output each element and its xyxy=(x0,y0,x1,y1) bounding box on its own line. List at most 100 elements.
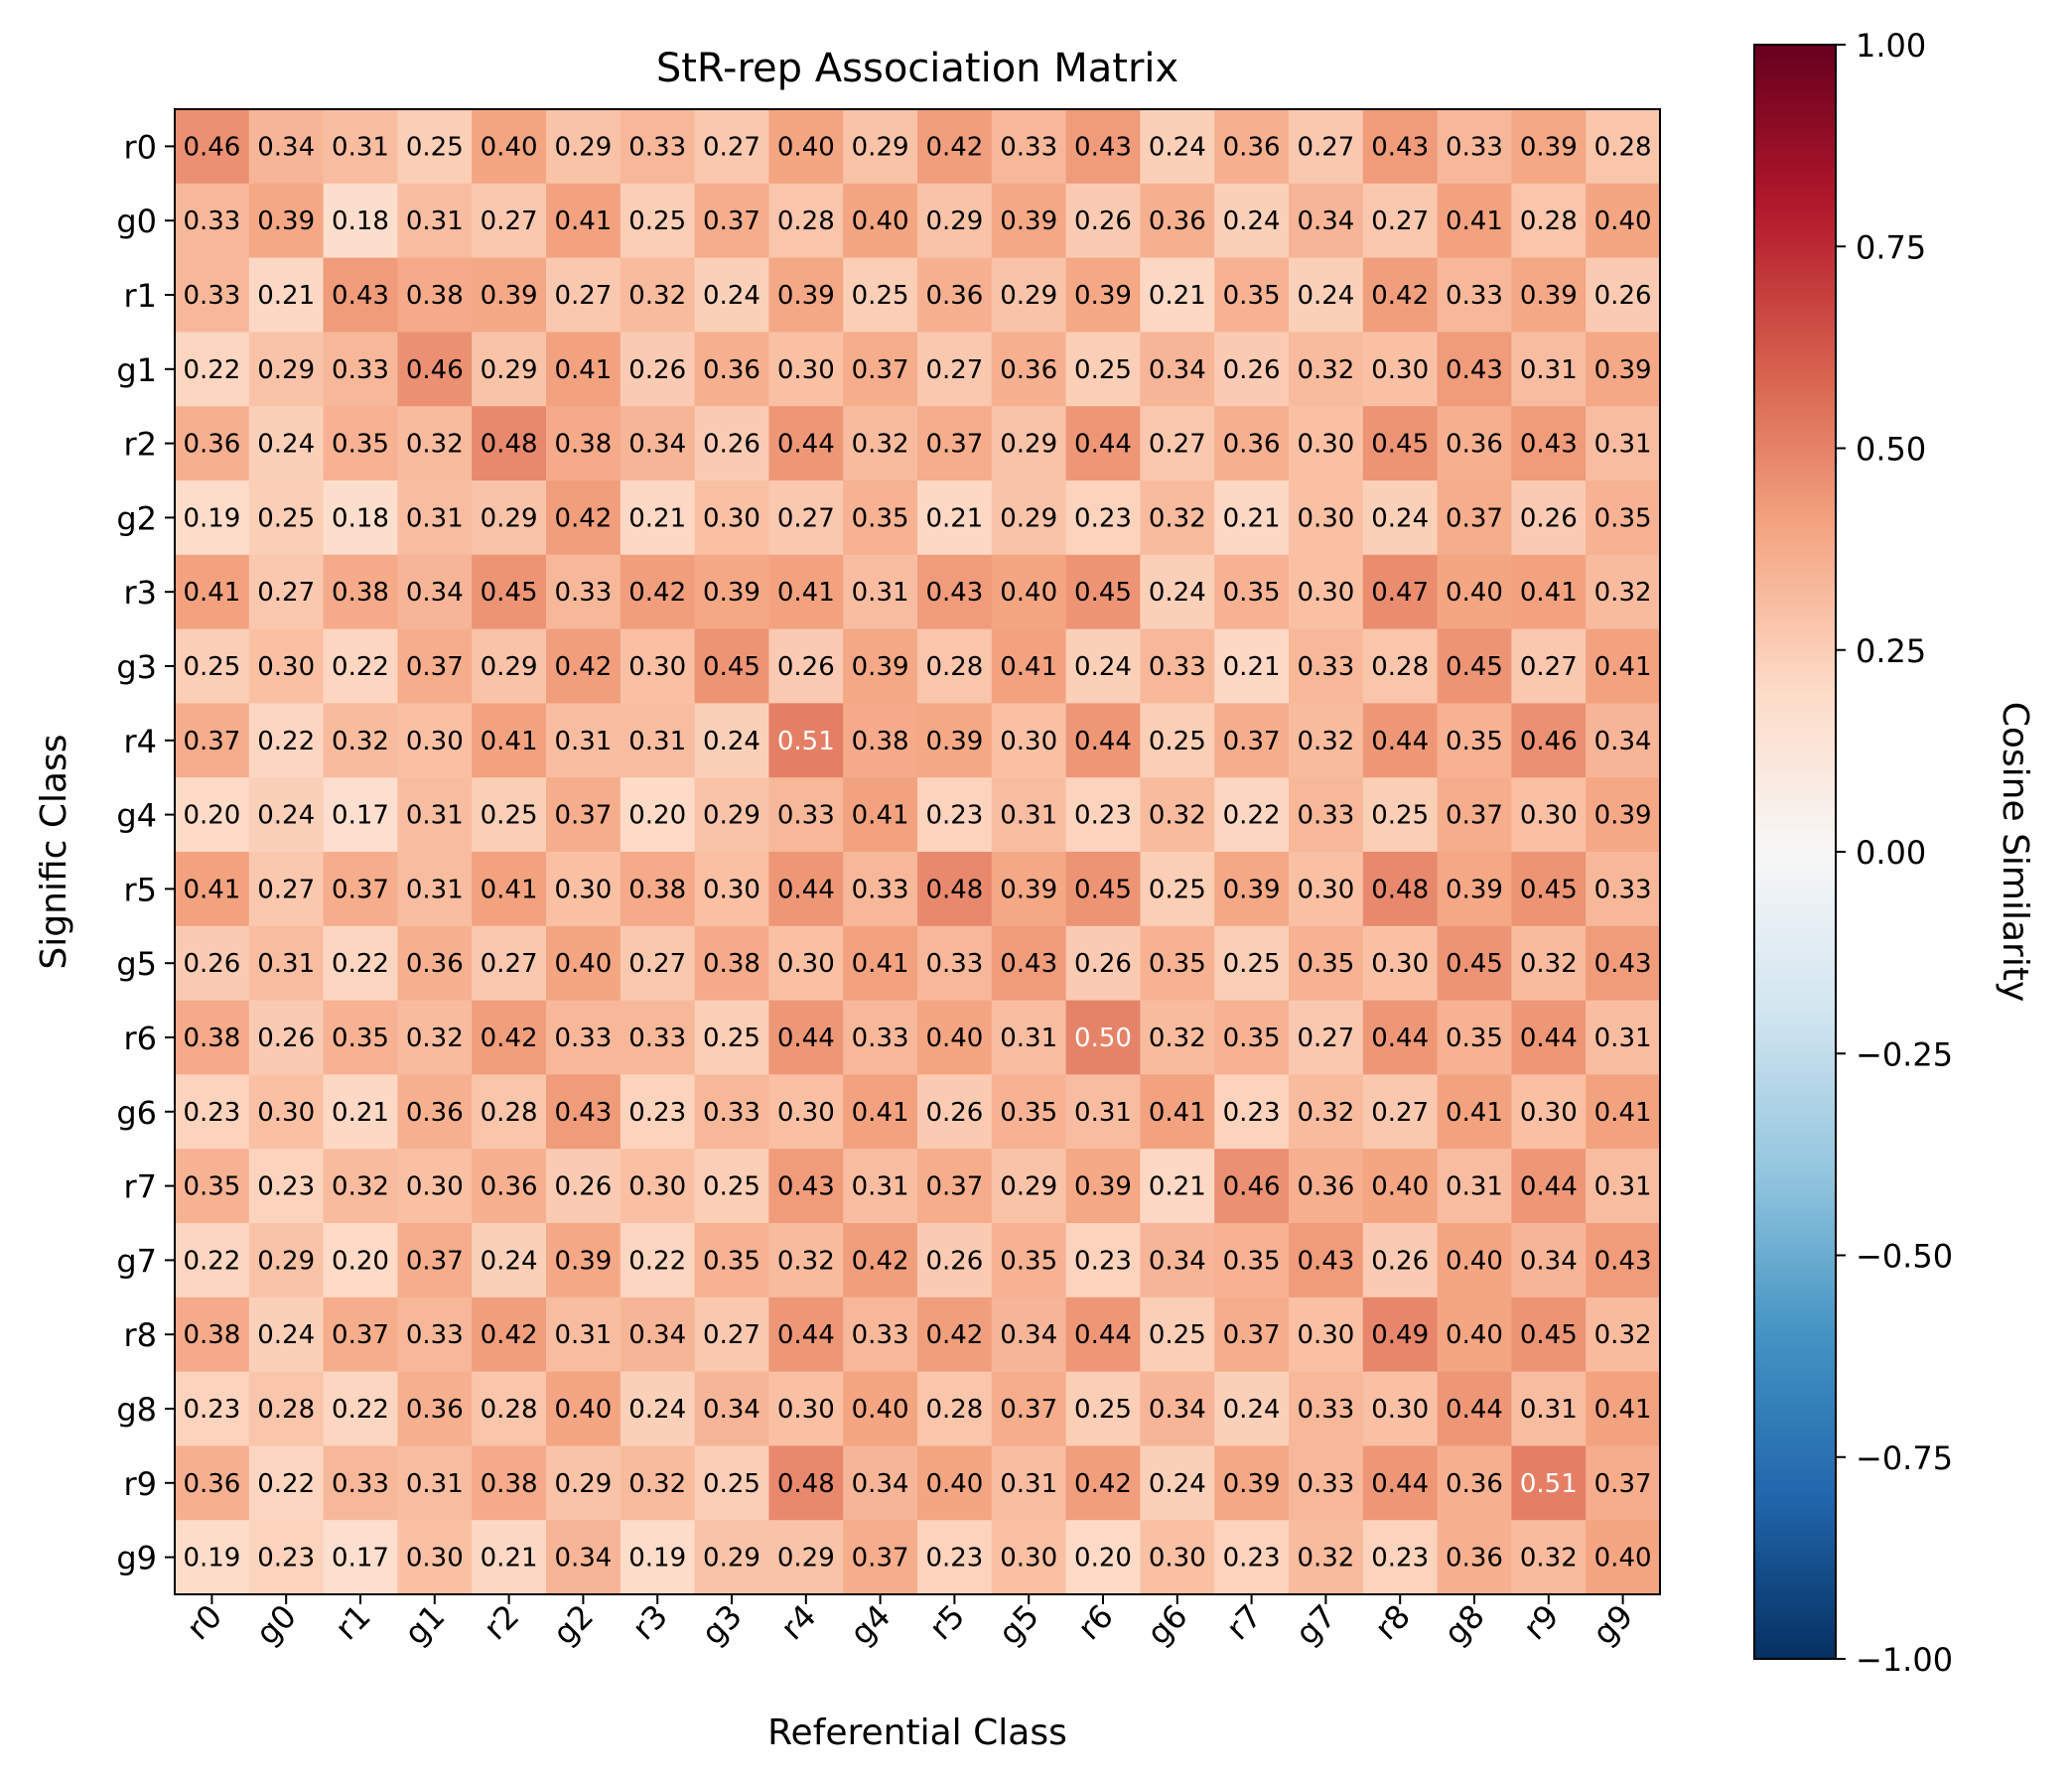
cell-value-label: 0.27 xyxy=(777,503,835,533)
cell-value-label: 0.26 xyxy=(1074,206,1132,236)
cell-value-label: 0.44 xyxy=(777,430,835,460)
cell-value-label: 0.36 xyxy=(1297,1172,1354,1202)
cell-value-label: 0.26 xyxy=(1520,503,1578,533)
cell-value-label: 0.30 xyxy=(628,652,686,682)
cell-value-label: 0.39 xyxy=(1520,132,1578,162)
cell-value-label: 0.33 xyxy=(852,1320,909,1350)
cell-value-label: 0.33 xyxy=(1446,281,1503,311)
cell-value-label: 0.42 xyxy=(481,1320,538,1350)
cell-value-label: 0.36 xyxy=(183,1469,240,1499)
cell-value-label: 0.18 xyxy=(332,503,389,533)
cell-value-label: 0.43 xyxy=(1594,949,1652,979)
cell-value-label: 0.31 xyxy=(1520,355,1578,385)
cell-value-label: 0.21 xyxy=(332,1098,389,1128)
cell-value-label: 0.32 xyxy=(1149,1024,1206,1053)
cell-value-label: 0.32 xyxy=(1149,503,1206,533)
cell-value-label: 0.41 xyxy=(481,727,538,756)
cell-value-label: 0.31 xyxy=(332,132,389,162)
cell-value-label: 0.28 xyxy=(1371,652,1429,682)
colorbar-label: Cosine Similarity xyxy=(1995,702,2035,1003)
cell-value-label: 0.37 xyxy=(332,875,389,904)
cell-value-label: 0.41 xyxy=(852,801,909,831)
cell-value-label: 0.30 xyxy=(1000,727,1057,756)
cell-value-label: 0.35 xyxy=(1000,1246,1057,1276)
cell-value-label: 0.41 xyxy=(1446,1098,1503,1128)
cell-value-label: 0.41 xyxy=(777,578,835,608)
cell-value-label: 0.38 xyxy=(628,875,686,904)
cell-value-label: 0.35 xyxy=(1223,1024,1281,1053)
cell-value-label: 0.22 xyxy=(1223,801,1281,831)
cell-value-label: 0.30 xyxy=(257,652,315,682)
colorbar-tick-label: 1.00 xyxy=(1856,27,1926,65)
cell-value-label: 0.28 xyxy=(1520,206,1578,236)
cell-value-label: 0.35 xyxy=(852,503,909,533)
cell-value-label: 0.30 xyxy=(1297,578,1354,608)
cell-value-label: 0.31 xyxy=(1074,1098,1132,1128)
cell-value-label: 0.30 xyxy=(1520,1098,1578,1128)
cell-value-label: 0.30 xyxy=(406,1172,464,1202)
cell-value-label: 0.36 xyxy=(1446,1544,1503,1573)
cell-value-label: 0.40 xyxy=(1000,578,1057,608)
cell-value-label: 0.30 xyxy=(1297,430,1354,460)
cell-value-label: 0.25 xyxy=(703,1172,760,1202)
cell-value-label: 0.35 xyxy=(1297,949,1354,979)
cell-value-label: 0.33 xyxy=(554,578,612,608)
cell-value-label: 0.18 xyxy=(332,206,389,236)
cell-value-label: 0.46 xyxy=(1520,727,1578,756)
cell-value-label: 0.34 xyxy=(852,1469,909,1499)
x-tick-label: g2 xyxy=(545,1597,601,1653)
cell-value-label: 0.30 xyxy=(1371,1395,1429,1425)
cell-value-label: 0.39 xyxy=(1594,355,1652,385)
cell-value-label: 0.22 xyxy=(628,1246,686,1276)
cell-value-label: 0.35 xyxy=(183,1172,240,1202)
cell-value-label: 0.31 xyxy=(1000,1469,1057,1499)
cell-value-label: 0.34 xyxy=(1149,355,1206,385)
cell-value-label: 0.32 xyxy=(1149,801,1206,831)
cell-value-label: 0.22 xyxy=(257,1469,315,1499)
cell-value-label: 0.40 xyxy=(852,206,909,236)
cell-value-label: 0.33 xyxy=(183,281,240,311)
y-axis-label: Signific Class xyxy=(34,734,74,969)
cell-value-label: 0.24 xyxy=(1149,132,1206,162)
cell-value-label: 0.27 xyxy=(1371,1098,1429,1128)
cell-value-label: 0.25 xyxy=(406,132,464,162)
y-tick-label: g8 xyxy=(116,1391,157,1429)
cell-value-label: 0.33 xyxy=(1297,1469,1354,1499)
cell-value-label: 0.27 xyxy=(1149,430,1206,460)
cell-value-label: 0.31 xyxy=(852,1172,909,1202)
x-tick-label: g9 xyxy=(1586,1597,1641,1653)
cell-value-label: 0.31 xyxy=(1594,1172,1652,1202)
cell-value-label: 0.32 xyxy=(332,727,389,756)
cell-value-label: 0.40 xyxy=(554,1395,612,1425)
cell-value-label: 0.19 xyxy=(628,1544,686,1573)
cell-value-label: 0.35 xyxy=(1446,727,1503,756)
cell-value-label: 0.21 xyxy=(1149,1172,1206,1202)
cell-value-label: 0.39 xyxy=(1446,875,1503,904)
cell-value-label: 0.29 xyxy=(703,1544,760,1573)
cell-value-label: 0.41 xyxy=(1594,652,1652,682)
cell-value-label: 0.31 xyxy=(406,875,464,904)
cell-value-label: 0.21 xyxy=(257,281,315,311)
cell-value-label: 0.44 xyxy=(1520,1024,1578,1053)
cell-value-label: 0.35 xyxy=(1223,1246,1281,1276)
cell-value-label: 0.41 xyxy=(554,206,612,236)
cell-value-label: 0.32 xyxy=(628,281,686,311)
cell-value-label: 0.33 xyxy=(628,1024,686,1053)
cell-value-label: 0.29 xyxy=(481,355,538,385)
cell-value-label: 0.37 xyxy=(183,727,240,756)
cell-value-label: 0.25 xyxy=(183,652,240,682)
cell-value-label: 0.36 xyxy=(1149,206,1206,236)
cell-value-label: 0.30 xyxy=(703,503,760,533)
cell-value-label: 0.24 xyxy=(1074,652,1132,682)
y-tick-label: r4 xyxy=(123,723,157,760)
cell-value-label: 0.45 xyxy=(1446,652,1503,682)
cell-value-label: 0.33 xyxy=(554,1024,612,1053)
cell-value-label: 0.29 xyxy=(1000,503,1057,533)
cell-value-label: 0.25 xyxy=(1149,727,1206,756)
cell-value-label: 0.48 xyxy=(481,430,538,460)
cell-value-label: 0.38 xyxy=(183,1024,240,1053)
cell-value-label: 0.29 xyxy=(481,503,538,533)
cell-value-label: 0.44 xyxy=(777,1320,835,1350)
x-tick-label: r0 xyxy=(179,1597,229,1648)
cell-value-label: 0.32 xyxy=(1297,355,1354,385)
